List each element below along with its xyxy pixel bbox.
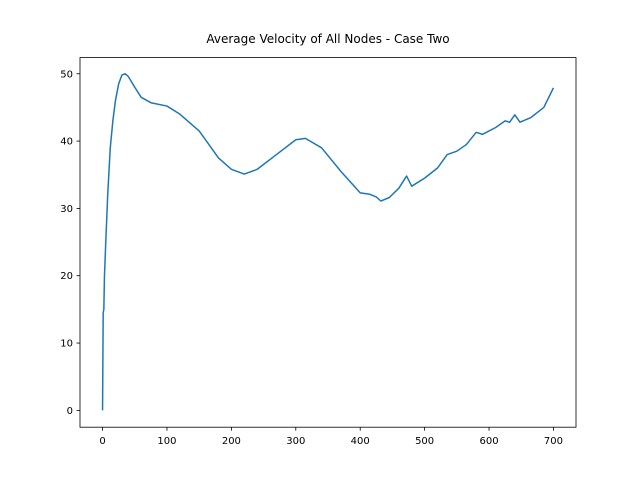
y-tick-label: 30 [60, 204, 73, 215]
y-tick-label: 40 [60, 137, 73, 148]
x-tick-label: 500 [415, 436, 434, 447]
x-tick-label: 0 [99, 436, 105, 447]
y-tick-label: 10 [60, 339, 73, 350]
x-tick-label: 100 [157, 436, 176, 447]
chart-title: Average Velocity of All Nodes - Case Two [206, 32, 449, 46]
x-tick-label: 700 [544, 436, 563, 447]
x-tick-label: 400 [351, 436, 370, 447]
y-tick-label: 0 [67, 406, 73, 417]
y-tick-label: 20 [60, 271, 73, 282]
data-line [101, 73, 555, 411]
y-tick-label: 50 [60, 69, 73, 80]
x-tick-label: 600 [479, 436, 498, 447]
x-tick-label: 200 [222, 436, 241, 447]
x-tick-label: 300 [286, 436, 305, 447]
plot-frame [79, 57, 577, 428]
